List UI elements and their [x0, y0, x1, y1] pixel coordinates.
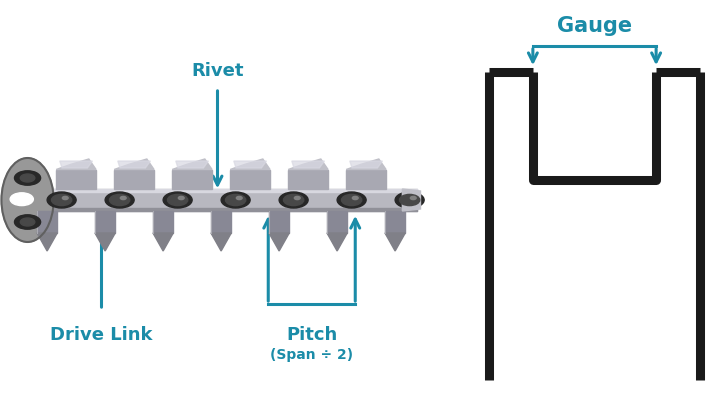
- Text: Drive Link: Drive Link: [50, 326, 153, 344]
- Polygon shape: [57, 170, 96, 189]
- Polygon shape: [385, 211, 405, 233]
- Circle shape: [10, 193, 33, 206]
- Circle shape: [352, 196, 358, 200]
- Circle shape: [341, 194, 362, 206]
- Circle shape: [337, 192, 366, 208]
- Ellipse shape: [1, 158, 54, 242]
- Polygon shape: [269, 233, 289, 251]
- Polygon shape: [230, 159, 270, 170]
- Polygon shape: [291, 161, 324, 168]
- Text: Gauge: Gauge: [557, 16, 632, 36]
- Circle shape: [62, 196, 68, 200]
- Polygon shape: [327, 233, 347, 251]
- Circle shape: [294, 196, 300, 200]
- Circle shape: [236, 196, 242, 200]
- Polygon shape: [37, 233, 57, 251]
- Polygon shape: [347, 159, 386, 170]
- Circle shape: [14, 171, 41, 185]
- Polygon shape: [117, 161, 151, 168]
- Circle shape: [410, 196, 416, 200]
- Circle shape: [225, 194, 246, 206]
- Polygon shape: [173, 170, 212, 189]
- Circle shape: [221, 192, 250, 208]
- Circle shape: [167, 194, 188, 206]
- Circle shape: [105, 192, 134, 208]
- Polygon shape: [349, 161, 383, 168]
- Circle shape: [395, 192, 424, 208]
- Circle shape: [47, 192, 76, 208]
- Polygon shape: [59, 161, 93, 168]
- Polygon shape: [211, 211, 231, 233]
- Circle shape: [178, 196, 184, 200]
- Polygon shape: [230, 170, 270, 189]
- Circle shape: [120, 196, 126, 200]
- Polygon shape: [153, 211, 173, 233]
- Circle shape: [283, 194, 304, 206]
- Polygon shape: [402, 189, 420, 211]
- Text: (Span ÷ 2): (Span ÷ 2): [270, 348, 353, 362]
- Polygon shape: [95, 233, 115, 251]
- Polygon shape: [269, 211, 289, 233]
- Text: Pitch: Pitch: [286, 326, 337, 344]
- Polygon shape: [385, 233, 405, 251]
- Polygon shape: [95, 211, 115, 233]
- Text: Rivet: Rivet: [191, 62, 244, 80]
- Circle shape: [109, 194, 130, 206]
- Polygon shape: [173, 159, 212, 170]
- Polygon shape: [57, 159, 96, 170]
- Polygon shape: [211, 233, 231, 251]
- Polygon shape: [115, 170, 154, 189]
- Circle shape: [399, 194, 420, 206]
- Circle shape: [20, 218, 35, 226]
- Polygon shape: [115, 159, 154, 170]
- Circle shape: [163, 192, 192, 208]
- Polygon shape: [288, 170, 328, 189]
- Circle shape: [14, 215, 41, 229]
- Polygon shape: [37, 211, 57, 233]
- Circle shape: [51, 194, 72, 206]
- Circle shape: [20, 174, 35, 182]
- Polygon shape: [327, 211, 347, 233]
- Polygon shape: [233, 161, 267, 168]
- Polygon shape: [347, 170, 386, 189]
- Polygon shape: [288, 159, 328, 170]
- Polygon shape: [176, 161, 209, 168]
- Circle shape: [279, 192, 308, 208]
- Polygon shape: [153, 233, 173, 251]
